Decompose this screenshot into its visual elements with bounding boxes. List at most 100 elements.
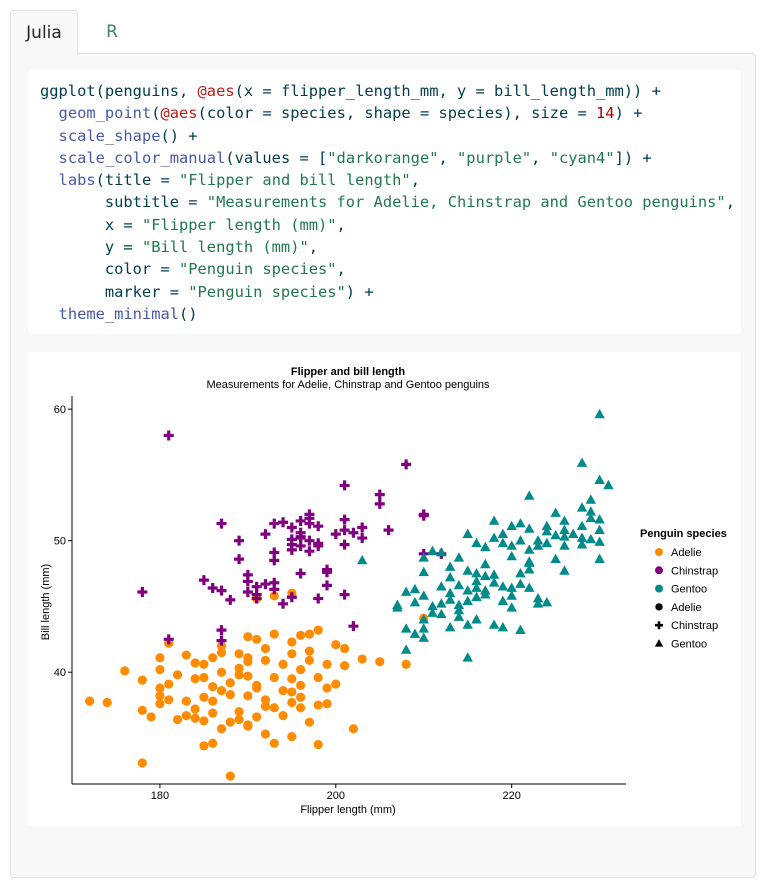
- code-token: (values = [: [225, 148, 328, 167]
- data-point-adelie: [269, 591, 279, 601]
- data-point-adelie: [216, 647, 227, 658]
- data-point-adelie: [84, 696, 95, 706]
- data-point-chinstrap: [251, 581, 262, 592]
- code-token: ) +: [614, 104, 643, 123]
- data-point-adelie: [181, 650, 191, 660]
- data-point-adelie: [208, 682, 218, 692]
- data-point-gentoo: [506, 550, 517, 561]
- code-token: ,: [308, 238, 319, 257]
- data-point-gentoo: [427, 545, 438, 556]
- data-point-chinstrap: [260, 529, 271, 540]
- tab-r[interactable]: R: [106, 22, 118, 42]
- data-point-gentoo: [471, 537, 482, 548]
- data-point-gentoo: [471, 591, 482, 602]
- data-point-adelie: [225, 771, 235, 781]
- chart-container: Flipper and bill length Measurements for…: [28, 352, 741, 826]
- code-token: [40, 149, 59, 167]
- data-point-gentoo: [576, 539, 588, 549]
- data-point-gentoo: [506, 602, 517, 612]
- data-point-chinstrap: [242, 586, 253, 597]
- code-token: ,: [531, 148, 550, 167]
- data-point-gentoo: [444, 587, 456, 598]
- data-point-gentoo: [524, 564, 535, 574]
- data-point-gentoo: [444, 572, 456, 582]
- data-point-gentoo: [488, 569, 500, 579]
- data-point-adelie: [208, 708, 218, 718]
- data-points: [84, 408, 614, 781]
- code-token: subtitle =: [40, 193, 207, 212]
- data-point-adelie: [199, 672, 209, 683]
- data-point-gentoo: [515, 518, 526, 528]
- code-token: geom_point: [58, 104, 152, 123]
- data-point-chinstrap: [313, 521, 324, 532]
- data-point-adelie: [313, 672, 323, 683]
- data-point-adelie: [287, 637, 297, 647]
- data-point-adelie: [296, 680, 306, 690]
- y-tick-label: 50: [54, 536, 66, 548]
- data-point-adelie: [190, 704, 200, 714]
- data-point-gentoo: [400, 623, 412, 633]
- data-point-chinstrap: [313, 593, 324, 604]
- code-token: y =: [40, 238, 142, 257]
- data-point-gentoo: [594, 553, 605, 563]
- data-point-adelie: [304, 629, 315, 639]
- data-point-gentoo: [524, 557, 535, 567]
- data-point-gentoo: [392, 602, 403, 612]
- code-token: marker =: [40, 282, 189, 301]
- code-token: ]) +: [614, 148, 652, 167]
- data-point-adelie: [287, 697, 297, 708]
- data-point-gentoo: [585, 512, 597, 523]
- legend-shape-swatch: [655, 603, 663, 611]
- code-token: ,: [336, 215, 346, 234]
- data-point-adelie: [296, 703, 306, 713]
- code-token: (: [151, 104, 161, 123]
- data-point-chinstrap: [163, 430, 174, 441]
- legend-label: Gentoo: [671, 584, 707, 596]
- data-point-gentoo: [524, 490, 535, 500]
- data-point-adelie: [287, 687, 297, 697]
- axes: 180 200 220 40 50 60: [54, 396, 626, 802]
- legend-title: Penguin species: [640, 528, 727, 540]
- code-token: "Penguin species": [179, 260, 337, 279]
- data-point-gentoo: [550, 507, 561, 517]
- code-token: "darkorange": [327, 148, 439, 167]
- scatter-chart: Flipper and bill length Measurements for…: [40, 366, 727, 816]
- data-point-gentoo: [471, 614, 482, 624]
- data-point-gentoo: [497, 528, 509, 538]
- data-point-chinstrap: [269, 555, 280, 566]
- data-point-gentoo: [594, 474, 605, 485]
- data-point-adelie: [269, 703, 279, 713]
- data-point-gentoo: [462, 595, 473, 606]
- data-point-gentoo: [418, 566, 429, 577]
- data-point-gentoo: [585, 494, 597, 504]
- data-point-adelie: [243, 632, 253, 642]
- data-point-adelie: [252, 634, 262, 644]
- code-token: (x = flipper_length_mm, y = bill_length_…: [234, 82, 661, 100]
- data-point-gentoo: [436, 581, 447, 591]
- code-token: @aes: [160, 104, 198, 123]
- data-point-adelie: [155, 683, 165, 693]
- data-point-chinstrap: [357, 533, 368, 544]
- data-point-gentoo: [436, 598, 447, 608]
- data-point-adelie: [304, 655, 315, 665]
- data-point-gentoo: [462, 528, 473, 538]
- data-point-adelie: [260, 729, 271, 739]
- code-token: 14: [596, 104, 615, 123]
- data-point-chinstrap: [322, 567, 333, 578]
- data-point-gentoo: [568, 528, 579, 538]
- data-point-chinstrap: [225, 594, 236, 605]
- data-point-gentoo: [400, 586, 412, 596]
- data-point-gentoo: [418, 614, 429, 624]
- code-token: (title =: [95, 171, 180, 190]
- data-point-gentoo: [585, 533, 597, 544]
- data-point-gentoo: [594, 524, 605, 535]
- tab-julia[interactable]: Julia: [10, 10, 78, 55]
- data-point-gentoo: [480, 541, 491, 552]
- code-token: @aes: [197, 82, 235, 100]
- data-point-gentoo: [559, 540, 570, 550]
- data-point-gentoo: [471, 582, 482, 592]
- legend-label: Adelie: [671, 602, 702, 614]
- data-point-gentoo: [576, 520, 588, 531]
- data-point-adelie: [234, 663, 244, 673]
- data-point-chinstrap: [339, 480, 350, 491]
